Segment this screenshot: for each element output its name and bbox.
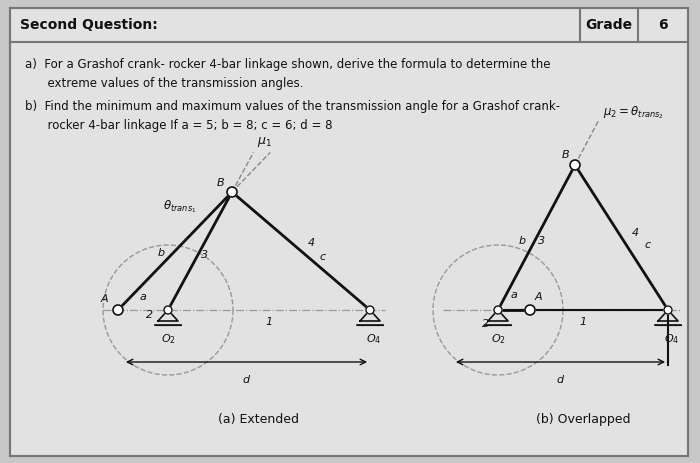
Circle shape	[227, 187, 237, 197]
Text: (b) Overlapped: (b) Overlapped	[536, 413, 630, 426]
Text: a)  For a Grashof crank- rocker 4-bar linkage shown, derive the formula to deter: a) For a Grashof crank- rocker 4-bar lin…	[25, 58, 550, 90]
Text: B: B	[216, 178, 224, 188]
Text: $O_4$: $O_4$	[366, 332, 382, 346]
Circle shape	[664, 306, 672, 314]
Text: $\mu_2 = \theta_{trans_2}$: $\mu_2 = \theta_{trans_2}$	[603, 105, 664, 121]
Text: 1: 1	[265, 317, 272, 327]
Text: b: b	[519, 237, 526, 246]
Text: A: A	[535, 292, 542, 302]
Text: d: d	[557, 375, 564, 385]
Text: 4: 4	[632, 229, 639, 238]
Circle shape	[164, 306, 172, 314]
Text: 4: 4	[307, 238, 314, 248]
Text: A: A	[100, 294, 108, 304]
Circle shape	[113, 305, 123, 315]
Text: 2: 2	[146, 310, 153, 320]
Text: b)  Find the minimum and maximum values of the transmission angle for a Grashof : b) Find the minimum and maximum values o…	[25, 100, 560, 132]
Text: 1: 1	[580, 317, 587, 327]
Text: $\mu_1$: $\mu_1$	[258, 136, 272, 150]
Text: a: a	[510, 290, 517, 300]
Text: c: c	[320, 252, 326, 262]
Circle shape	[570, 160, 580, 170]
Text: 6: 6	[658, 18, 668, 32]
Text: $O_2$: $O_2$	[160, 332, 176, 346]
Text: 3: 3	[202, 250, 209, 260]
Text: b: b	[158, 248, 164, 258]
Text: Second Question:: Second Question:	[20, 18, 158, 32]
Text: d: d	[243, 375, 250, 385]
Text: a: a	[139, 292, 146, 302]
Circle shape	[494, 306, 502, 314]
Text: c: c	[645, 240, 650, 250]
Text: (a) Extended: (a) Extended	[218, 413, 300, 426]
Circle shape	[366, 306, 374, 314]
Text: $O_2$: $O_2$	[491, 332, 505, 346]
Text: Grade: Grade	[585, 18, 633, 32]
Text: 3: 3	[538, 237, 545, 246]
Text: B: B	[561, 150, 569, 160]
Circle shape	[525, 305, 535, 315]
Text: 2: 2	[482, 319, 489, 329]
Text: $\theta_{trans_1}$: $\theta_{trans_1}$	[163, 199, 197, 215]
Text: $O_4$: $O_4$	[664, 332, 680, 346]
